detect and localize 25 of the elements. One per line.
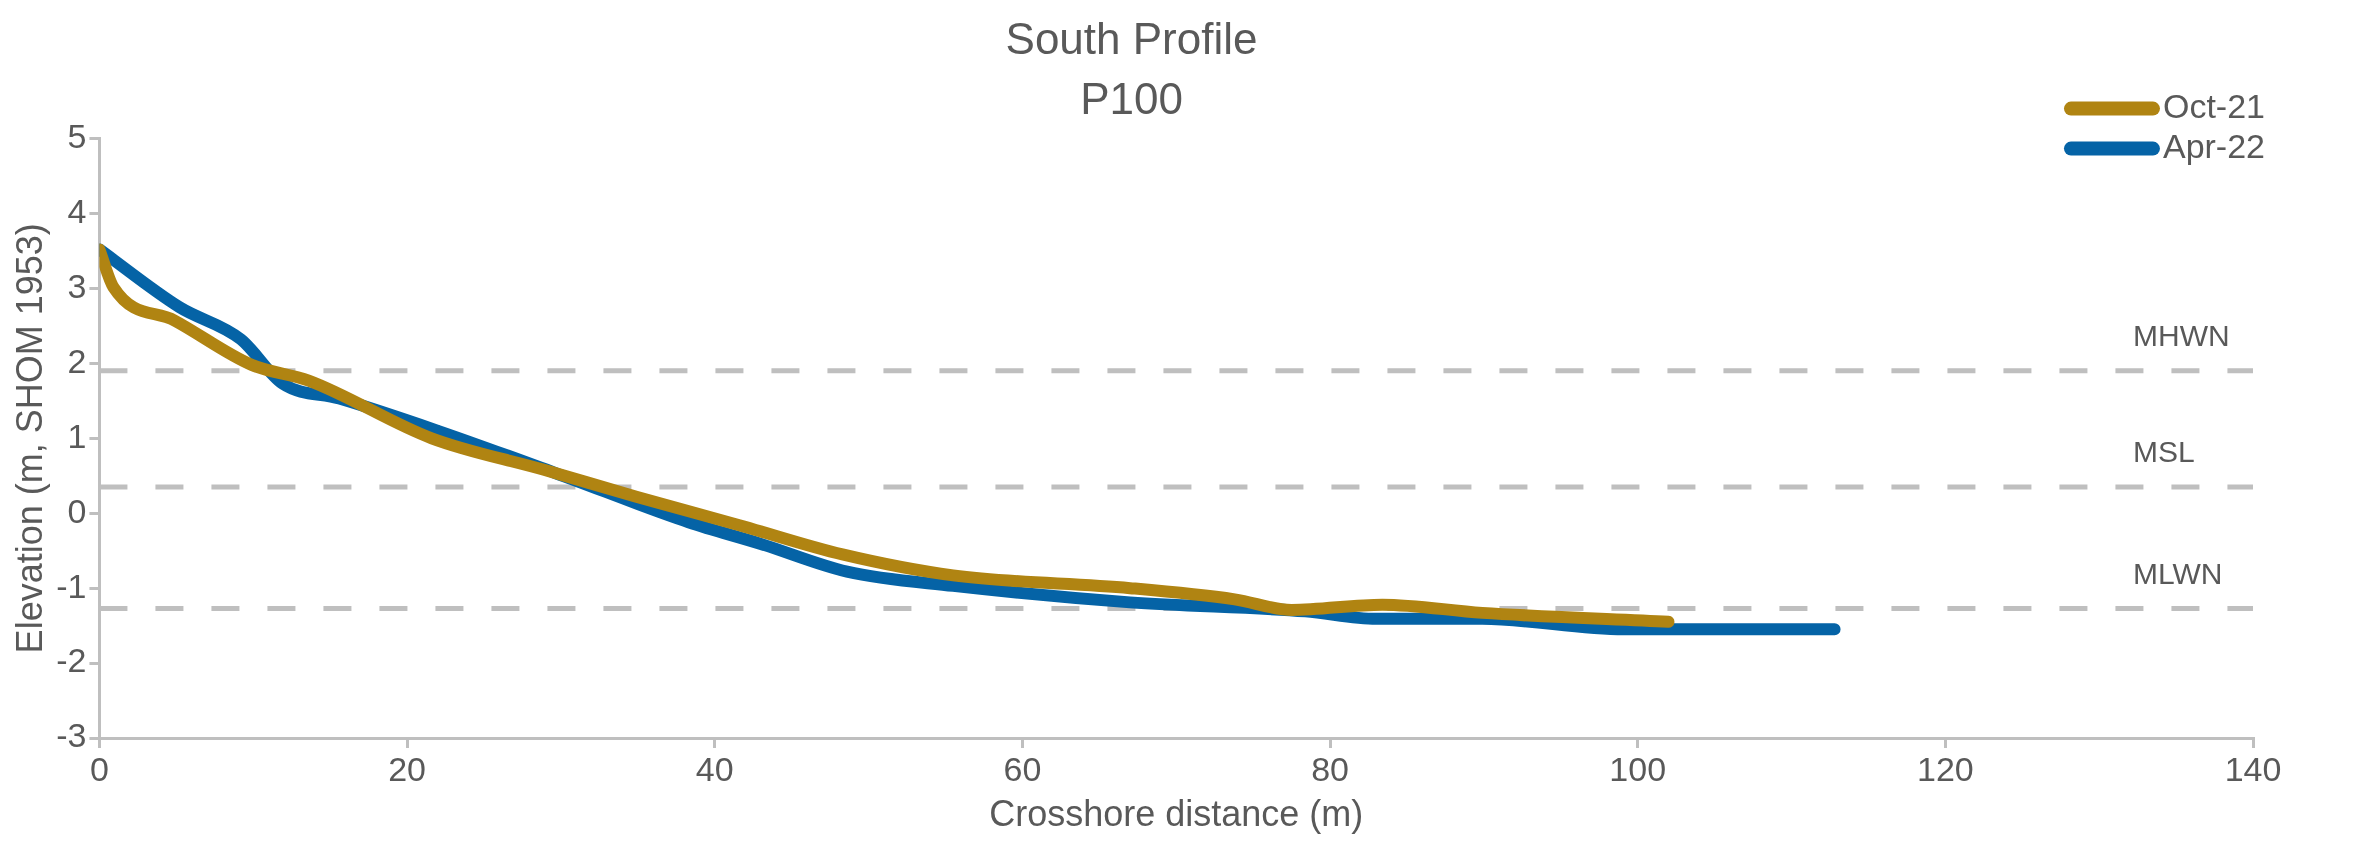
x-tick-label: 80 — [1311, 749, 1349, 788]
ref-line-label: MSL — [2133, 435, 2195, 469]
y-tick-label: 3 — [67, 266, 87, 305]
x-tick-label: 100 — [1609, 749, 1667, 788]
chart-title: South Profile — [1005, 13, 1258, 63]
ref-line-label: MLWN — [2133, 556, 2223, 590]
legend-label: Apr-22 — [2162, 126, 2266, 165]
y-tick-label: 1 — [67, 416, 87, 455]
x-tick-label: 120 — [1916, 749, 1974, 788]
legend-label: Oct-21 — [2162, 86, 2266, 125]
ref-line-label: MHWN — [2133, 319, 2230, 353]
x-tick-label: 140 — [2224, 749, 2282, 788]
y-tick-label: -2 — [56, 641, 87, 680]
y-tick-label: 0 — [67, 491, 87, 530]
y-tick-label: 5 — [67, 116, 87, 155]
y-tick-label: -1 — [56, 566, 87, 605]
chart-subtitle: P100 — [1080, 74, 1183, 124]
x-axis-title: Crosshore distance (m) — [989, 793, 1364, 835]
x-tick-label: 60 — [1003, 749, 1042, 788]
y-tick-label: -3 — [56, 716, 87, 755]
x-tick-label: 20 — [388, 749, 426, 788]
y-axis-title: Elevation (m, SHOM 1953) — [8, 223, 50, 654]
x-tick-label: 40 — [695, 749, 734, 788]
y-tick-label: 4 — [67, 191, 87, 230]
y-tick-label: 2 — [67, 341, 87, 380]
